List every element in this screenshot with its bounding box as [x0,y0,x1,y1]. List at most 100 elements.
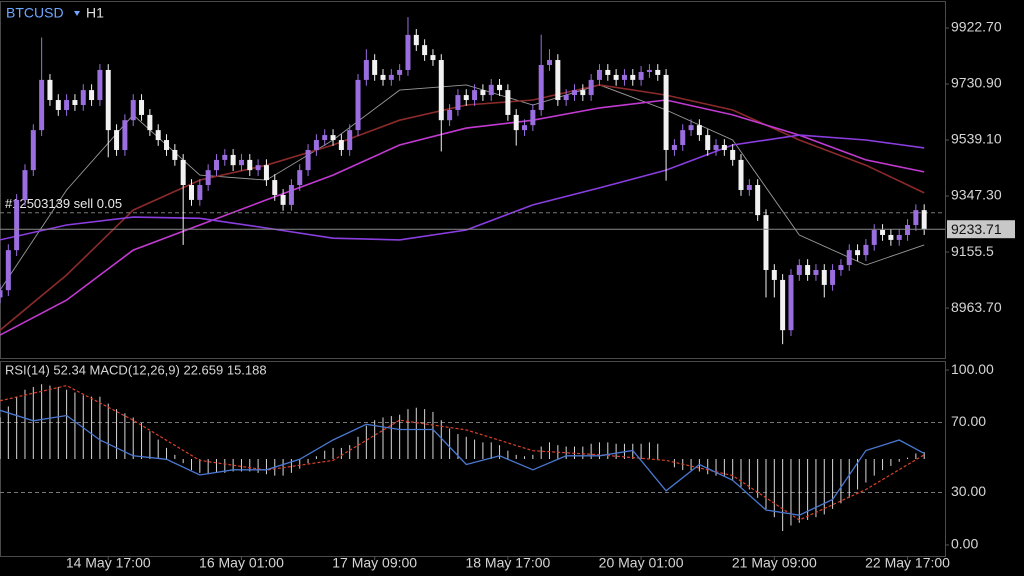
candle-body [55,100,61,110]
candle-body [830,270,836,285]
candle-body [638,72,644,80]
candle-body [755,185,761,216]
candle-body [896,234,902,240]
x-tick-label: 20 May 01:00 [599,555,684,571]
candle-body [763,215,769,271]
candle-body [205,170,211,186]
y-tick-label: 100.00 [951,361,994,377]
candle-body [47,79,53,101]
moving-average-line [0,84,925,291]
candle-body [888,234,894,240]
candle-body [863,244,869,256]
candle-body [280,194,286,205]
candle-body [355,79,361,131]
y-tick-label: 8963.70 [951,299,1002,315]
candle-body [738,159,744,190]
y-tick-label: 0.00 [951,536,978,552]
candle-body [522,125,528,131]
candle-body [513,114,519,131]
candle-body [164,140,170,150]
candle-body [380,74,386,80]
candle-body [655,69,661,75]
candle-body [555,60,561,101]
candle-body [263,165,269,181]
moving-average-line [0,134,925,241]
candle-body [746,185,752,190]
candle-body [680,130,686,146]
candle-body [80,90,86,106]
candle-body [913,210,919,226]
candle-body [30,130,36,171]
candle-body [472,90,478,101]
candle-body [397,69,403,75]
candle-body [705,135,711,150]
candle-body [780,279,786,331]
candle-body [813,270,819,275]
x-tick-label: 22 May 17:00 [865,555,950,571]
candle-body [147,114,153,131]
candle-body [305,149,311,171]
candle-body [671,145,677,150]
candle-body [497,84,503,91]
candle-body [238,159,244,166]
candle-body [505,90,511,115]
last-price-label: 9233.71 [951,221,1002,237]
candle-body [297,170,303,186]
candle-body [796,265,802,275]
candle-body [288,185,294,205]
x-tick-label: 14 May 17:00 [66,555,151,571]
price-pane-frame [0,1,946,359]
y-tick-label: 9730.90 [951,75,1002,91]
candle-body [480,90,486,96]
candle-body [22,170,28,200]
candle-body [172,149,178,160]
y-tick-label: 9539.10 [951,131,1002,147]
x-tick-label: 17 May 09:00 [332,555,417,571]
candle-body [122,120,128,150]
candle-body [188,185,194,200]
moving-average-line [0,99,925,336]
candle-body [388,74,394,80]
candle-body [905,225,911,235]
x-tick-label: 21 May 09:00 [732,555,817,571]
timeframe[interactable]: H1 [86,5,104,21]
candle-body [538,64,544,110]
candle-body [222,154,228,160]
candle-body [330,135,336,141]
candle-body [105,69,111,131]
candle-body [855,250,861,256]
candle-body [130,100,136,121]
candle-body [688,125,694,131]
order-label: #12503139 sell 0.05 [5,196,122,211]
candle-body [646,69,652,73]
candle-body [0,290,3,298]
candle-body [230,154,236,166]
moving-average-line [0,84,925,331]
candle-body [455,95,461,110]
candle-body [438,60,444,121]
candle-body [5,250,11,291]
candle-body [463,95,469,101]
candle-body [696,125,702,136]
y-tick-label: 9922.70 [951,19,1002,35]
candle-body [405,34,411,70]
symbol[interactable]: BTCUSD [6,5,64,21]
macd-signal-line [0,384,925,521]
candle-body [347,130,353,150]
candle-body [596,69,602,80]
candle-body [322,135,328,141]
candle-body [713,145,719,150]
symbol-dropdown-icon[interactable] [74,11,80,16]
candle-body [272,180,278,195]
candle-body [72,100,78,106]
y-tick-label: 30.00 [951,483,986,499]
candle-body [805,265,811,275]
candle-body [846,250,852,266]
candle-body [880,229,886,235]
candle-body [247,159,253,171]
candle-body [771,270,777,280]
rsi-line [0,409,925,516]
candle-body [139,100,145,115]
